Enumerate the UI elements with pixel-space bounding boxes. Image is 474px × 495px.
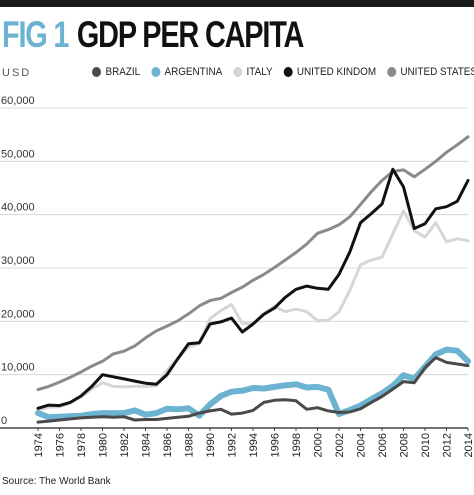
legend-label: UNITED KINDOM [296,66,377,78]
x-tick-label: 1980 [98,433,110,457]
x-tick-label: 2002 [334,433,346,457]
legend-item: BRAZIL [92,66,140,78]
source-note: Source: The World Bank [2,476,111,487]
x-tick-label: 1986 [162,433,174,457]
legend-label: UNITED STATES [400,66,474,78]
x-tick-label: 2010 [420,433,432,457]
x-tick-label: 1992 [227,433,239,457]
y-tick-label: 50,000 [1,148,35,160]
x-tick-label: 1978 [76,433,88,457]
x-tick-label: 2004 [356,433,368,457]
legend-swatch [150,67,160,77]
legend-swatch [386,67,396,77]
legend-item: ITALY [233,66,273,78]
x-tick-label: 2006 [377,433,389,457]
x-tick-label: 2012 [442,433,454,457]
x-tick-label: 2000 [313,433,325,457]
x-tick-label: 1996 [270,433,282,457]
legend-label: ITALY [246,66,273,78]
series-line-united-kindom [36,167,470,410]
legend-swatch [283,67,293,77]
chart-legend: BRAZIL ARGENTINA ITALY UNITED KINDOM UNITED … [92,66,474,78]
y-tick-label: 60,000 [1,95,35,107]
y-tick-label: 20,000 [1,308,35,320]
x-tick-label: 1990 [205,433,217,457]
series-line-argentina [35,346,471,421]
units-label: USD [2,67,32,79]
top-rule [0,0,474,7]
x-tick-label: 1994 [248,433,260,457]
legend-label: BRAZIL [105,66,141,78]
figure-title: FIG 1 GDP PER CAPITA [2,11,304,59]
legend-swatch [92,67,101,77]
x-tick-label: 1998 [291,433,303,457]
x-tick-label: 1984 [141,433,153,457]
y-tick-label: 40,000 [1,202,35,214]
series-line-brazil [36,356,470,424]
x-tick-label: 2008 [399,433,411,457]
series-line-united-states [36,135,470,392]
x-tick-label: 1982 [119,433,131,457]
x-tick-label: 1988 [184,433,196,457]
x-tick-label: 2014 [463,433,474,457]
y-tick-label: 30,000 [1,255,35,267]
y-tick-label: 10,000 [1,362,35,374]
figure-number: FIG 1 [2,14,69,55]
x-tick-label: 1976 [55,433,67,457]
x-tick-label: 1974 [33,433,45,457]
legend-item: UNITED KINDOM [283,66,376,78]
legend-label: ARGENTINA [164,66,223,78]
legend-swatch [233,67,243,77]
y-tick-label: 0 [1,415,7,427]
legend-item: UNITED STATES [386,66,474,78]
figure-title-text: GDP PER CAPITA [76,14,304,55]
legend-item: ARGENTINA [150,66,223,78]
